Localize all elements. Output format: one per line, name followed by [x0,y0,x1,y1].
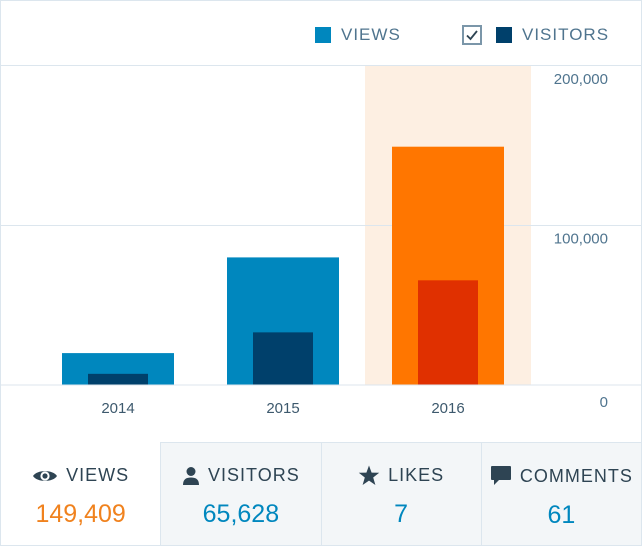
stat-likes-header: LIKES [358,465,444,486]
stat-likes-value: 7 [394,500,409,528]
stat-tab-likes[interactable]: LIKES 7 [320,442,481,545]
comment-icon [490,465,512,487]
stat-visitors-label: VISITORS [208,465,300,485]
stat-comments-label: COMMENTS [519,465,633,486]
stat-visitors-value: 65,628 [202,500,280,528]
stats-tabs: VIEWS 149,409 VISITORS 65,628 [1,442,641,545]
y-tick-label: 0 [600,394,608,411]
y-tick-label: 200,000 [554,71,608,88]
chart-legend: VIEWS VISITORS [1,1,641,66]
bar-visitors-2014[interactable] [88,373,148,385]
star-icon [358,465,380,486]
eye-icon [32,468,58,484]
stat-views-header: VIEWS [32,465,129,486]
bar-visitors-2015[interactable] [253,332,313,385]
stat-visitors-header: VISITORS [182,465,300,486]
visitors-toggle-checkbox[interactable] [462,25,482,45]
legend-views-label: VIEWS [341,25,401,44]
legend-visitors[interactable]: VISITORS [462,25,609,45]
x-tick-label-2014: 2014 [101,400,134,417]
bar-visitors-2016[interactable] [418,280,478,385]
stat-tab-views[interactable]: VIEWS 149,409 [1,442,161,545]
views-swatch [315,27,331,43]
stat-comments-value: 61 [547,501,576,529]
chart-area: 200,000 100,000 0 2014 2015 2016 [1,66,641,441]
stat-comments-header: COMMENTS [490,465,633,487]
checkmark-icon [466,30,478,41]
legend-visitors-label: VISITORS [522,25,610,44]
stat-tab-comments[interactable]: COMMENTS 61 [480,442,641,545]
stat-tab-visitors[interactable]: VISITORS 65,628 [160,442,321,545]
bar-chart: 200,000 100,000 0 2014 2015 2016 [1,66,641,417]
stat-likes-label: LIKES [388,465,445,485]
legend-views: VIEWS [315,25,401,45]
x-tick-label-2016: 2016 [431,400,464,417]
visitors-swatch [496,27,512,43]
stat-views-value: 149,409 [35,500,126,528]
y-tick-label: 100,000 [554,231,608,248]
stat-views-label: VIEWS [66,465,130,485]
x-tick-label-2015: 2015 [266,400,299,417]
person-icon [182,466,200,486]
